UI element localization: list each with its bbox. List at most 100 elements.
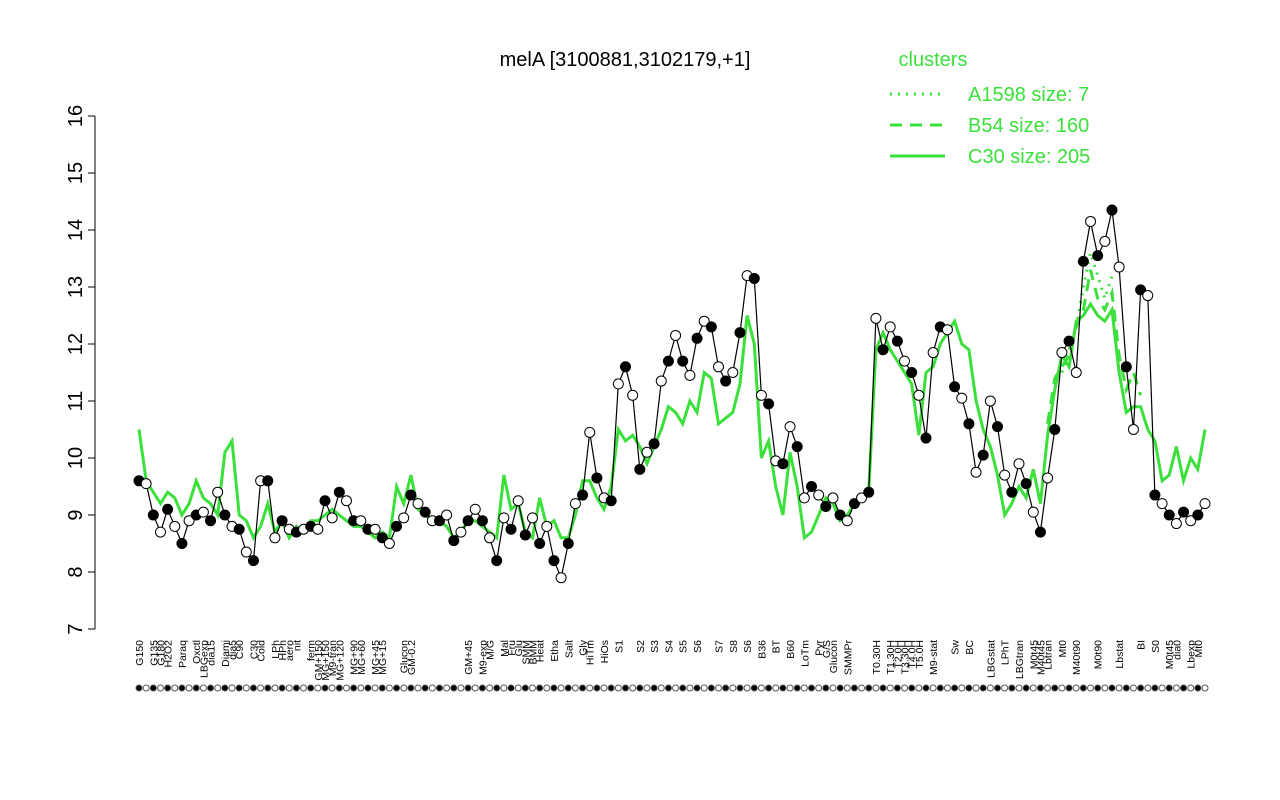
rug-dot bbox=[1015, 684, 1023, 692]
rug-dot bbox=[1122, 684, 1130, 692]
rug-dot bbox=[199, 684, 207, 692]
legend-label: C30 size: 205 bbox=[968, 146, 1090, 168]
x-tick-label: dia5 bbox=[227, 640, 239, 660]
data-point bbox=[949, 381, 961, 393]
rug-dot bbox=[156, 684, 164, 692]
x-tick-label: T4.0H bbox=[907, 640, 919, 669]
rug-dot bbox=[893, 684, 901, 692]
data-point bbox=[984, 395, 996, 407]
data-point bbox=[355, 515, 367, 527]
data-point bbox=[462, 515, 474, 527]
data-point bbox=[734, 327, 746, 339]
rug-dot bbox=[292, 684, 300, 692]
data-point bbox=[1049, 424, 1061, 435]
rug-dot bbox=[407, 684, 415, 692]
rug-dot bbox=[536, 684, 544, 692]
x-tick-label: M9-exp bbox=[477, 640, 489, 675]
x-tick-label: T1.30H bbox=[885, 640, 897, 674]
rug-dot bbox=[815, 684, 823, 692]
rug-dot bbox=[872, 684, 880, 692]
data-point bbox=[777, 458, 789, 470]
x-tick-label: B60 bbox=[785, 640, 797, 659]
x-tick-label: Glu bbox=[513, 640, 525, 657]
rug-dot bbox=[1008, 684, 1016, 692]
data-point bbox=[212, 486, 224, 498]
cluster-line bbox=[137, 301, 1207, 542]
y-tick-label: 10 bbox=[65, 447, 87, 469]
rug-dot bbox=[750, 684, 758, 692]
x-tick-label: dia0 bbox=[1171, 640, 1183, 660]
rug-dot bbox=[478, 684, 486, 692]
x-tick-label: Glucon bbox=[399, 640, 411, 673]
rug-dot bbox=[643, 684, 651, 692]
data-point bbox=[755, 389, 767, 401]
x-tick-label: Mt0 bbox=[1057, 640, 1069, 658]
x-tick-label: T5.0H bbox=[914, 640, 926, 669]
rug-dot bbox=[1129, 684, 1137, 692]
data-point bbox=[1120, 361, 1132, 373]
rug-dot bbox=[936, 684, 944, 692]
x-tick-label: Diami bbox=[220, 640, 232, 667]
rug-dot bbox=[307, 684, 315, 692]
data-point bbox=[848, 498, 860, 510]
rug-dot bbox=[493, 684, 501, 692]
rug-dot bbox=[1165, 684, 1173, 692]
data-point bbox=[956, 392, 968, 404]
data-point bbox=[605, 495, 617, 507]
data-point bbox=[856, 492, 868, 504]
x-tick-label: Glucon bbox=[828, 640, 840, 673]
data-point bbox=[333, 486, 345, 498]
x-tick-label: C90 bbox=[234, 640, 246, 659]
data-point bbox=[684, 369, 696, 381]
data-point bbox=[698, 315, 710, 327]
data-point bbox=[1106, 204, 1118, 216]
data-point bbox=[276, 515, 288, 527]
rug-dot bbox=[822, 684, 830, 692]
x-tick-label: BI bbox=[1136, 640, 1148, 650]
x-tick-label: LPhT bbox=[1000, 639, 1012, 665]
rug-dot bbox=[278, 684, 286, 692]
rug-dot bbox=[235, 684, 243, 692]
x-tick-label: S1 bbox=[613, 640, 625, 653]
data-point bbox=[398, 512, 410, 524]
x-tick-label: S6 bbox=[742, 640, 754, 653]
rug-dot bbox=[765, 684, 773, 692]
rug-dot bbox=[1201, 684, 1209, 692]
data-point bbox=[999, 469, 1011, 481]
x-tick-label: H2O2 bbox=[163, 640, 175, 668]
legend-label: B54 size: 160 bbox=[968, 115, 1089, 137]
data-point bbox=[1056, 347, 1068, 359]
rug-dot bbox=[729, 684, 737, 692]
rug-dot bbox=[149, 684, 157, 692]
rug-dot bbox=[486, 684, 494, 692]
data-point bbox=[827, 492, 839, 504]
legend-label: A1598 size: 7 bbox=[968, 84, 1089, 106]
data-point bbox=[176, 538, 188, 549]
data-point bbox=[899, 355, 911, 367]
data-point bbox=[727, 367, 739, 378]
data-point bbox=[627, 389, 639, 401]
rug-dot bbox=[264, 684, 272, 692]
data-point bbox=[505, 523, 517, 535]
data-point bbox=[763, 398, 775, 410]
rug-dot bbox=[700, 684, 708, 692]
data-point bbox=[1070, 367, 1082, 378]
x-tick-label: M9-tran bbox=[327, 640, 339, 676]
rug-dot bbox=[1072, 684, 1080, 692]
data-point bbox=[448, 535, 460, 547]
x-tick-label: Mt0 bbox=[1193, 640, 1205, 658]
x-tick-label: Mal bbox=[499, 640, 511, 657]
rug-dot bbox=[808, 684, 816, 692]
x-tick-label: GM-0.2 bbox=[406, 640, 418, 675]
x-tick-label: Gly bbox=[578, 639, 590, 656]
rug-dot bbox=[500, 684, 508, 692]
data-point bbox=[791, 441, 803, 453]
rug-dot bbox=[1151, 684, 1159, 692]
rug-dot bbox=[693, 684, 701, 692]
data-point bbox=[1178, 506, 1190, 518]
data-point bbox=[484, 532, 496, 544]
data-point bbox=[1092, 250, 1104, 262]
data-point bbox=[1099, 235, 1111, 247]
rug-dot bbox=[858, 684, 866, 692]
